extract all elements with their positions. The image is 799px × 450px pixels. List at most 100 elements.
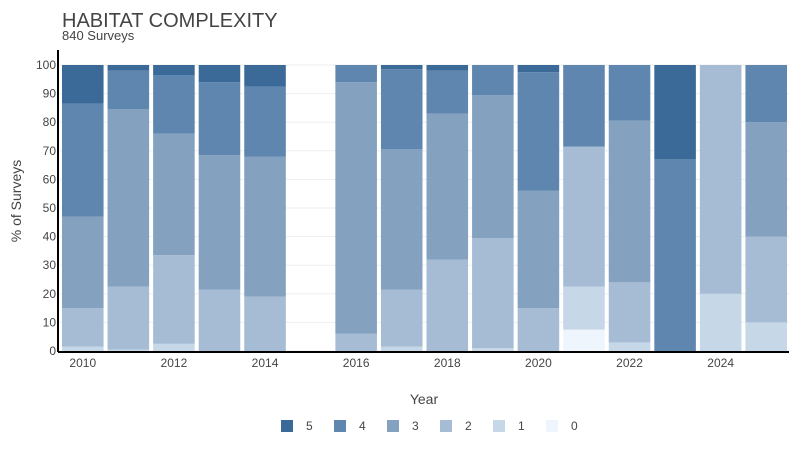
legend-label: 4 [359,419,366,433]
bar-segment-2020-level-2[interactable] [517,308,560,351]
x-tick-label: 2020 [525,356,552,370]
bar-segment-2019-level-4[interactable] [472,65,514,96]
legend-swatch [440,420,452,432]
bar-segment-2017-level-3[interactable] [380,149,423,290]
legend-item-4[interactable]: 4 [334,419,366,433]
legend-swatch [334,420,346,432]
bar-segment-2016-level-2[interactable] [335,333,377,351]
bar-segment-2019-level-2[interactable] [472,238,514,349]
x-tick-label: 2022 [616,356,643,370]
legend-label: 0 [571,419,578,433]
bar-segment-2013-level-3[interactable] [198,155,241,290]
bar-segment-2012-level-4[interactable] [153,75,195,134]
bar-segment-2022-level-3[interactable] [608,120,651,283]
bar-segment-2021-level-0[interactable] [563,329,605,351]
bar-segment-2016-level-3[interactable] [335,82,377,334]
chart-subtitle: 840 Surveys [62,28,135,43]
bar-segment-2012-level-5[interactable] [153,65,195,76]
bar-segment-2014-level-5[interactable] [244,65,286,87]
bar-segment-2010-level-1[interactable] [62,346,104,351]
bar-segment-2013-level-5[interactable] [198,65,241,83]
x-tick-labels: 2010 2012 2014 2016 2018 2020 2022 2024 [69,356,734,370]
y-tick-label: 20 [43,287,57,301]
bar-segment-2023-level-5[interactable] [654,65,696,160]
bar-segment-2017-level-2[interactable] [380,289,423,347]
bar-segment-2021-level-2[interactable] [563,146,605,287]
bar-segment-2010-level-2[interactable] [62,308,104,347]
bar-segment-2011-level-5[interactable] [107,65,150,71]
y-tick-label: 40 [43,230,57,244]
legend-swatch [546,420,558,432]
bar-segment-2017-level-1[interactable] [380,346,423,351]
x-tick-label: 2024 [707,356,734,370]
y-tick-label: 70 [43,144,57,158]
bar-segment-2011-level-3[interactable] [107,109,150,287]
legend-item-2[interactable]: 2 [440,419,472,433]
bar-segment-2023-level-4[interactable] [654,159,696,351]
legend[interactable]: 5 4 3 2 1 0 [281,419,578,433]
bar-segment-2025-level-4[interactable] [745,65,787,123]
bar-segment-2011-level-2[interactable] [107,286,150,350]
bar-segment-2018-level-4[interactable] [426,70,469,114]
bar-segment-2019-level-1[interactable] [472,348,514,351]
y-tick-label: 30 [43,258,57,272]
legend-item-3[interactable]: 3 [387,419,419,433]
bar-segment-2010-level-5[interactable] [62,65,104,104]
bar-segment-2011-level-4[interactable] [107,70,150,110]
bar-segment-2011-level-1[interactable] [107,349,150,351]
y-tick-label: 60 [43,172,57,186]
bar-segment-2019-level-3[interactable] [472,95,514,239]
legend-swatch [281,420,293,432]
x-tick-label: 2018 [434,356,461,370]
bar-segment-2012-level-3[interactable] [153,133,195,256]
bar-segment-2013-level-2[interactable] [198,289,241,351]
x-tick-label: 2014 [252,356,279,370]
legend-item-0[interactable]: 0 [546,419,578,433]
x-tick-label: 2010 [69,356,96,370]
bar-segment-2021-level-4[interactable] [563,65,605,147]
bar-segment-2018-level-5[interactable] [426,65,469,71]
bar-segment-2025-level-1[interactable] [745,322,787,351]
bar-segment-2018-level-2[interactable] [426,259,469,351]
legend-label: 2 [465,419,472,433]
bar-segment-2017-level-4[interactable] [380,69,423,150]
legend-item-1[interactable]: 1 [493,419,525,433]
bar-segment-2014-level-2[interactable] [244,296,286,351]
bar-segment-2012-level-2[interactable] [153,255,195,344]
bar-segment-2010-level-3[interactable] [62,216,104,309]
x-axis-title: Year [410,391,439,407]
y-tick-label: 100 [36,58,56,72]
y-tick-label: 90 [43,87,57,101]
x-tick-label: 2012 [161,356,188,370]
bar-segment-2020-level-5[interactable] [517,65,560,73]
bar-segment-2018-level-3[interactable] [426,113,469,260]
bar-segment-2025-level-2[interactable] [745,236,787,323]
bar-segment-2025-level-3[interactable] [745,122,787,237]
bar-segment-2017-level-5[interactable] [380,65,423,70]
bar-segment-2022-level-2[interactable] [608,282,651,343]
bar-segment-2013-level-4[interactable] [198,82,241,156]
y-axis-title: % of Surveys [8,160,24,242]
chart-title: HABITAT COMPLEXITY [62,10,278,32]
y-tick-labels: 0 10 20 30 40 50 60 70 80 90 100 [36,58,56,358]
legend-swatch [387,420,399,432]
bar-segment-2016-level-4[interactable] [335,65,377,83]
bar-segment-2012-level-1[interactable] [153,343,195,351]
bar-segment-2020-level-4[interactable] [517,72,560,191]
bar-segment-2022-level-1[interactable] [608,342,651,351]
y-tick-label: 0 [49,344,56,358]
y-tick-label: 80 [43,115,57,129]
bar-segment-2014-level-3[interactable] [244,156,286,297]
legend-item-5[interactable]: 5 [281,419,313,433]
bar-segment-2022-level-4[interactable] [608,65,651,121]
bar-segment-2024-level-2[interactable] [699,65,742,294]
x-tick-label: 2016 [343,356,370,370]
bar-segment-2010-level-4[interactable] [62,103,104,217]
bar-segment-2021-level-1[interactable] [563,286,605,330]
bar-segment-2024-level-1[interactable] [699,293,742,351]
bar-segment-2020-level-3[interactable] [517,190,560,309]
bar-segment-2014-level-4[interactable] [244,86,286,157]
legend-swatch [493,420,505,432]
legend-label: 3 [412,419,419,433]
